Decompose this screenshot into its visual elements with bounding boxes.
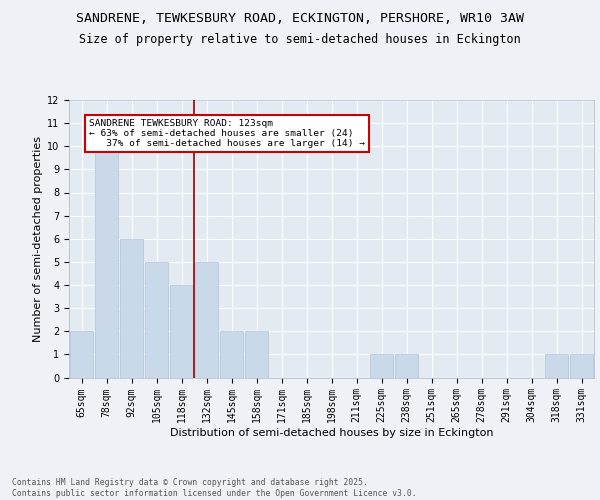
- Bar: [95, 146, 118, 378]
- Bar: [545, 354, 568, 378]
- Bar: [370, 354, 394, 378]
- Bar: [569, 354, 593, 378]
- Bar: [245, 331, 268, 378]
- Bar: [145, 262, 169, 378]
- Text: SANDRENE, TEWKESBURY ROAD, ECKINGTON, PERSHORE, WR10 3AW: SANDRENE, TEWKESBURY ROAD, ECKINGTON, PE…: [76, 12, 524, 26]
- Y-axis label: Number of semi-detached properties: Number of semi-detached properties: [33, 136, 43, 342]
- Text: SANDRENE TEWKESBURY ROAD: 123sqm
← 63% of semi-detached houses are smaller (24)
: SANDRENE TEWKESBURY ROAD: 123sqm ← 63% o…: [89, 118, 365, 148]
- Text: Contains HM Land Registry data © Crown copyright and database right 2025.
Contai: Contains HM Land Registry data © Crown c…: [12, 478, 416, 498]
- Bar: [395, 354, 418, 378]
- Bar: [220, 331, 244, 378]
- Text: Size of property relative to semi-detached houses in Eckington: Size of property relative to semi-detach…: [79, 32, 521, 46]
- Bar: [170, 285, 193, 378]
- Bar: [119, 239, 143, 378]
- X-axis label: Distribution of semi-detached houses by size in Eckington: Distribution of semi-detached houses by …: [170, 428, 493, 438]
- Bar: [194, 262, 218, 378]
- Bar: [70, 331, 94, 378]
